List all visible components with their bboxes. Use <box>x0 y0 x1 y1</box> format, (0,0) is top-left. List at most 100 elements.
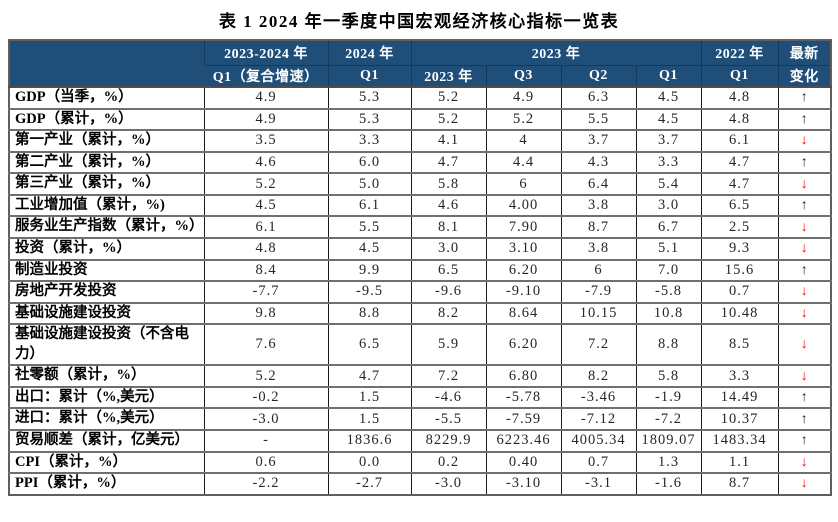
row-label: 服务业生产指数（累计，%） <box>9 215 204 238</box>
cell-value: 6.3 <box>560 86 636 109</box>
cell-value: 6.5 <box>327 323 411 366</box>
cell-value: 5.2 <box>485 107 561 131</box>
cell-value: 3.7 <box>560 129 636 152</box>
table-title: 表 1 2024 年一季度中国宏观经济核心指标一览表 <box>218 12 620 31</box>
table-row: 房地产开发投资 -7.7 -9.5 -9.6 -9.10 -7.9 -5.8 0… <box>9 280 831 303</box>
cell-value: 8229.9 <box>410 429 486 452</box>
cell-value: 4.5 <box>635 86 701 109</box>
cell-value: -1.6 <box>635 472 701 495</box>
cell-value: 9.3 <box>700 236 778 260</box>
corner-cell <box>9 40 204 87</box>
cell-value: 8.8 <box>635 323 701 366</box>
subheader-2023-annual: 2023 年 <box>410 64 486 87</box>
cell-value: 1.5 <box>327 407 411 430</box>
cell-value: -7.12 <box>560 407 636 430</box>
cell-value: 5.3 <box>327 86 411 109</box>
cell-value: 6.7 <box>635 215 701 238</box>
cell-value: 5.2 <box>203 172 328 195</box>
header-latest: 最新 <box>777 40 831 65</box>
cell-value: 5.9 <box>410 323 486 366</box>
cell-value: 5.2 <box>410 86 486 109</box>
cell-value: 4.9 <box>203 107 328 131</box>
subheader-2024-q1: Q1 <box>327 64 411 87</box>
table-body: GDP（当季，%） 4.9 5.3 5.2 4.9 6.3 4.5 4.8 ↑ … <box>9 86 831 495</box>
cell-value: 7.2 <box>560 323 636 366</box>
table-row: GDP（当季，%） 4.9 5.3 5.2 4.9 6.3 4.5 4.8 ↑ <box>9 86 831 109</box>
row-label: 社零额（累计，%） <box>9 364 204 387</box>
cell-value: 4.7 <box>327 364 411 387</box>
cell-value: 5.1 <box>635 236 701 260</box>
cell-value: 3.5 <box>203 129 328 152</box>
cell-value: 3.3 <box>635 150 701 174</box>
trend-cell: ↑ <box>777 258 831 282</box>
trend-arrow-icon: ↓ <box>800 219 808 235</box>
table-row: 第一产业（累计，%） 3.5 3.3 4.1 4 3.7 3.7 6.1 ↓ <box>9 129 831 152</box>
header-row-quarters: Q1（复合增速） Q1 2023 年 Q3 Q2 Q1 Q1 变化 <box>9 64 831 87</box>
row-label: 贸易顺差（累计，亿美元） <box>9 429 204 452</box>
cell-value: -3.1 <box>560 472 636 495</box>
trend-cell: ↓ <box>777 450 831 474</box>
row-label: PPI（累计，%） <box>9 472 204 495</box>
header-2023-2024: 2023-2024 年 <box>203 40 328 65</box>
macro-indicators-table: 2023-2024 年 2024 年 2023 年 2022 年 最新 Q1（复… <box>8 39 832 496</box>
cell-value: 0.7 <box>560 450 636 474</box>
cell-value: -5.5 <box>410 407 486 430</box>
cell-value: 5.2 <box>203 364 328 387</box>
cell-value: -3.0 <box>410 472 486 495</box>
cell-value: 6.5 <box>700 193 778 217</box>
cell-value: 3.3 <box>700 364 778 387</box>
trend-cell: ↑ <box>777 407 831 430</box>
cell-value: 5.2 <box>410 107 486 131</box>
cell-value: 5.8 <box>635 364 701 387</box>
trend-arrow-icon: ↑ <box>800 198 808 214</box>
header-2022: 2022 年 <box>700 40 778 65</box>
cell-value: 4.7 <box>410 150 486 174</box>
cell-value: 9.9 <box>327 258 411 282</box>
cell-value: 5.5 <box>327 215 411 238</box>
cell-value: 8.7 <box>700 472 778 495</box>
cell-value: -3.46 <box>560 385 636 409</box>
trend-arrow-icon: ↓ <box>800 454 808 470</box>
table-row: 制造业投资 8.4 9.9 6.5 6.20 6 7.0 15.6 ↑ <box>9 258 831 282</box>
cell-value: 8.64 <box>485 301 561 325</box>
cell-value: 7.6 <box>203 323 328 366</box>
cell-value: 4.6 <box>410 193 486 217</box>
row-label: 进口：累计（%,美元） <box>9 407 204 430</box>
table-row: 进口：累计（%,美元） -3.0 1.5 -5.5 -7.59 -7.12 -7… <box>9 407 831 430</box>
cell-value: 6.0 <box>327 150 411 174</box>
cell-value: 9.8 <box>203 301 328 325</box>
table-row: 基础设施建设投资（不含电力） 7.6 6.5 5.9 6.20 7.2 8.8 … <box>9 323 831 366</box>
cell-value: -3.10 <box>485 472 561 495</box>
subheader-2023-q3: Q3 <box>485 64 561 87</box>
row-label: 第一产业（累计，%） <box>9 129 204 152</box>
row-label: 基础设施建设投资（不含电力） <box>9 323 204 366</box>
cell-value: 6 <box>485 172 561 195</box>
row-label: 第二产业（累计，%） <box>9 150 204 174</box>
trend-arrow-icon: ↑ <box>800 111 808 127</box>
row-label: 出口：累计（%,美元） <box>9 385 204 409</box>
cell-value: 4.00 <box>485 193 561 217</box>
table-row: 出口：累计（%,美元） -0.2 1.5 -4.6 -5.78 -3.46 -1… <box>9 385 831 409</box>
cell-value: -7.2 <box>635 407 701 430</box>
cell-value: -5.8 <box>635 280 701 303</box>
cell-value: 4 <box>485 129 561 152</box>
cell-value: 3.8 <box>560 193 636 217</box>
cell-value: - <box>203 429 328 452</box>
subheader-change: 变化 <box>777 64 831 87</box>
cell-value: 14.49 <box>700 385 778 409</box>
cell-value: 2.5 <box>700 215 778 238</box>
cell-value: 10.48 <box>700 301 778 325</box>
trend-arrow-icon: ↑ <box>800 90 808 106</box>
trend-cell: ↑ <box>777 429 831 452</box>
cell-value: 4.8 <box>700 107 778 131</box>
cell-value: 8.5 <box>700 323 778 366</box>
trend-arrow-icon: ↑ <box>800 390 808 406</box>
trend-cell: ↓ <box>777 323 831 366</box>
row-label: GDP（累计，%） <box>9 107 204 131</box>
table-row: PPI（累计，%） -2.2 -2.7 -3.0 -3.10 -3.1 -1.6… <box>9 472 831 495</box>
row-label: CPI（累计，%） <box>9 450 204 474</box>
cell-value: 1.3 <box>635 450 701 474</box>
cell-value: 4.4 <box>485 150 561 174</box>
trend-arrow-icon: ↓ <box>800 305 808 321</box>
table-row: 服务业生产指数（累计，%） 6.1 5.5 8.1 7.90 8.7 6.7 2… <box>9 215 831 238</box>
